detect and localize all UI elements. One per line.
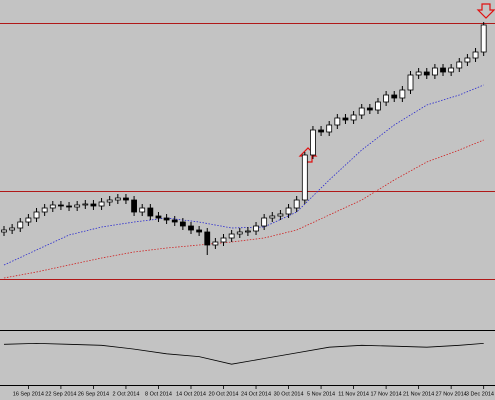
candle-body — [326, 124, 333, 133]
x-tick-label: 2 Oct 2014 — [112, 391, 139, 397]
candle-body — [285, 207, 292, 215]
x-tick-label: 3 Dec 2014 — [466, 391, 494, 397]
x-tick-label: 8 Oct 2014 — [145, 391, 172, 397]
candle-body — [448, 67, 455, 73]
candle-body — [155, 215, 162, 219]
candle-body — [163, 217, 170, 221]
x-tick-label: 27 Nov 2014 — [436, 391, 467, 397]
x-tick-label: 16 Sep 2014 — [13, 391, 44, 397]
candle-body — [472, 51, 479, 59]
candle-body — [98, 201, 105, 207]
moving-average — [3, 139, 484, 279]
candle-body — [261, 217, 268, 227]
x-tick-label: 14 Oct 2014 — [176, 391, 206, 397]
candle-body — [253, 225, 259, 232]
x-tick-label: 21 Nov 2014 — [403, 391, 434, 397]
candle-body — [310, 129, 316, 156]
candle-body — [147, 207, 154, 217]
candle-body — [171, 219, 178, 223]
x-tick-label: 22 Sep 2014 — [45, 391, 76, 397]
candle-body — [179, 221, 186, 227]
candle-body — [269, 215, 276, 219]
x-tick-label: 26 Sep 2014 — [78, 391, 109, 397]
x-tick-label: 17 Nov 2014 — [371, 391, 402, 397]
candle-body — [49, 204, 56, 209]
candle-body — [464, 57, 471, 63]
candle-body — [25, 217, 32, 223]
candle-body — [342, 117, 349, 121]
x-tick-label: 5 Nov 2014 — [307, 391, 335, 397]
candle-body — [188, 225, 194, 231]
candle-body — [41, 207, 48, 213]
candle-body — [375, 101, 381, 111]
candle-body — [358, 107, 365, 116]
candle-body — [204, 231, 211, 246]
candle-body — [236, 231, 243, 235]
x-tick-label: 30 Oct 2014 — [274, 391, 304, 397]
indicator-line — [3, 342, 484, 365]
candle-body — [58, 204, 64, 207]
candle-body — [244, 230, 251, 233]
candle-body — [82, 203, 89, 206]
candle-body — [9, 227, 16, 231]
candle-body — [440, 67, 446, 73]
candle-body — [66, 205, 72, 208]
candle-body — [17, 221, 24, 229]
candle-body — [334, 117, 341, 126]
candle-body — [293, 199, 300, 209]
candle-body — [212, 241, 219, 246]
candle-body — [383, 94, 390, 103]
candle-body — [114, 197, 121, 201]
candle-body — [480, 24, 487, 53]
candle-body — [228, 233, 235, 239]
candle-body — [423, 71, 430, 76]
x-tick-label: 24 Oct 2014 — [241, 391, 271, 397]
candle-body — [391, 94, 398, 99]
candle-body — [196, 229, 203, 233]
candle-body — [399, 89, 406, 99]
candle-body — [407, 74, 414, 91]
candle-body — [415, 71, 422, 76]
candle-body — [366, 107, 373, 111]
candle-body — [301, 154, 308, 201]
x-tick-label: 20 Oct 2014 — [209, 391, 239, 397]
candle-body — [431, 67, 438, 76]
candle-body — [350, 114, 357, 121]
candle-body — [1, 229, 7, 233]
candle-body — [456, 61, 463, 69]
candle-body — [74, 204, 81, 208]
candle-body — [123, 197, 129, 201]
candle-body — [90, 203, 97, 207]
candle-body — [318, 129, 324, 133]
candle-body — [33, 211, 40, 219]
candle-body — [139, 207, 146, 213]
down-arrow — [476, 3, 495, 19]
candle-body — [131, 199, 137, 213]
candle-body — [106, 199, 113, 203]
x-tick-label: 11 Nov 2014 — [338, 391, 369, 397]
candle-body — [277, 213, 284, 217]
candle-body — [220, 237, 227, 243]
